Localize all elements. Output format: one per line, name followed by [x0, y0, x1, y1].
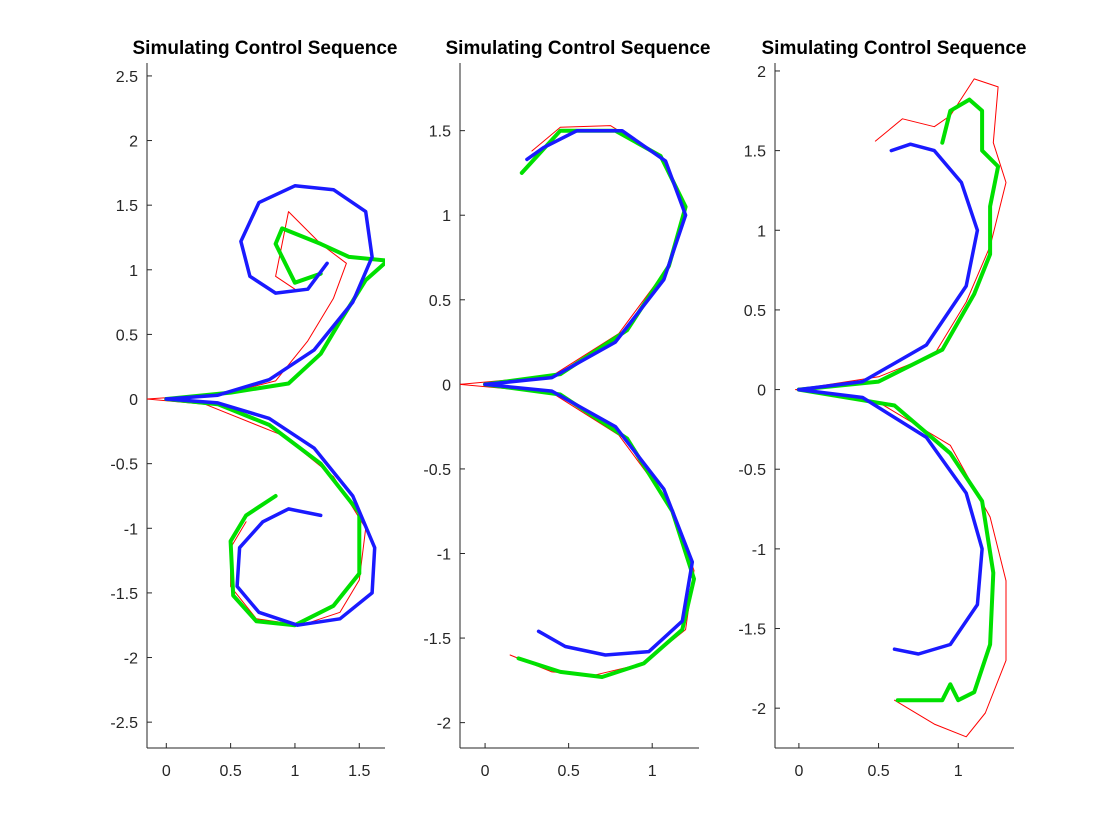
y-tick-label: 2 [129, 134, 138, 151]
y-tick-label: -1 [124, 521, 138, 538]
blue-trajectory-line [483, 382, 695, 657]
y-tick-label: 1.5 [744, 144, 766, 161]
y-tick-label: 1.5 [116, 198, 138, 215]
blue-trajectory-line [797, 387, 984, 656]
subplot-middle-series-group [460, 125, 696, 679]
y-tick-label: 0 [129, 392, 138, 409]
subplot-left-series-group [147, 184, 385, 628]
green-trajectory-line [164, 226, 385, 401]
green-trajectory-line [483, 128, 688, 387]
green-trajectory-line [796, 97, 1001, 392]
subplot-middle: Simulating Control Sequence 0 0.5 1 -2 -1.5 -… [423, 38, 710, 780]
y-tick-label: -2 [124, 651, 138, 668]
y-tick-label: -0.5 [423, 462, 451, 479]
y-tick-label: -1 [437, 546, 451, 563]
blue-trajectory-line [797, 142, 980, 392]
x-tick-label: 0 [481, 763, 490, 780]
subplot-right-series-group [795, 78, 1007, 738]
y-tick-label: -1.5 [738, 622, 766, 639]
y-tick-label: -1.5 [423, 631, 451, 648]
red-trajectory-line [147, 211, 347, 400]
x-tick-label: 1 [648, 763, 657, 780]
x-tick-label: 0.5 [867, 763, 889, 780]
x-tick-label: 0.5 [219, 763, 241, 780]
x-tick-label: 0 [162, 763, 171, 780]
y-tick-label: 0.5 [116, 327, 138, 344]
y-tick-label: 1.5 [429, 124, 451, 141]
blue-trajectory-line [164, 184, 374, 401]
subplot-left: Simulating Control Sequence 0 0.5 1 1.5 -2.5… [110, 38, 397, 780]
y-tick-label: 0.5 [429, 293, 451, 310]
y-tick-label: -0.5 [738, 462, 766, 479]
y-tick-label: 1 [129, 263, 138, 280]
red-trajectory-line [147, 398, 367, 626]
green-trajectory-line [164, 397, 362, 628]
y-tick-label: -2.5 [110, 715, 138, 732]
y-tick-label: 1 [757, 223, 766, 240]
green-trajectory-line [796, 387, 996, 703]
blue-trajectory-line [164, 397, 377, 627]
y-tick-label: 0.5 [744, 303, 766, 320]
x-tick-label: 0.5 [558, 763, 580, 780]
y-tick-label: 1 [442, 208, 451, 225]
x-tick-label: 1 [290, 763, 299, 780]
subplot-right-title: Simulating Control Sequence [762, 38, 1027, 59]
y-tick-label: -2 [437, 716, 451, 733]
green-trajectory-line [483, 382, 696, 679]
y-tick-label: 2.5 [116, 69, 138, 86]
red-trajectory-line [460, 383, 695, 676]
y-tick-label: -1 [752, 542, 766, 559]
y-tick-label: -0.5 [110, 457, 138, 474]
subplot-right: Simulating Control Sequence 0 0.5 1 -2 -1.5 -… [738, 38, 1026, 780]
red-trajectory-line [795, 78, 1007, 391]
subplot-left-title: Simulating Control Sequence [133, 38, 398, 59]
y-tick-label: 0 [757, 383, 766, 400]
y-tick-label: 0 [442, 377, 451, 394]
red-trajectory-line [460, 125, 687, 385]
x-tick-label: 1.5 [348, 763, 370, 780]
x-tick-label: 0 [794, 763, 803, 780]
red-trajectory-line [795, 389, 1007, 738]
y-tick-label: -2 [752, 701, 766, 718]
y-tick-label: 2 [757, 64, 766, 81]
x-tick-label: 1 [954, 763, 963, 780]
subplot-middle-title: Simulating Control Sequence [446, 38, 711, 59]
blue-trajectory-line [483, 128, 688, 387]
y-tick-label: -1.5 [110, 586, 138, 603]
